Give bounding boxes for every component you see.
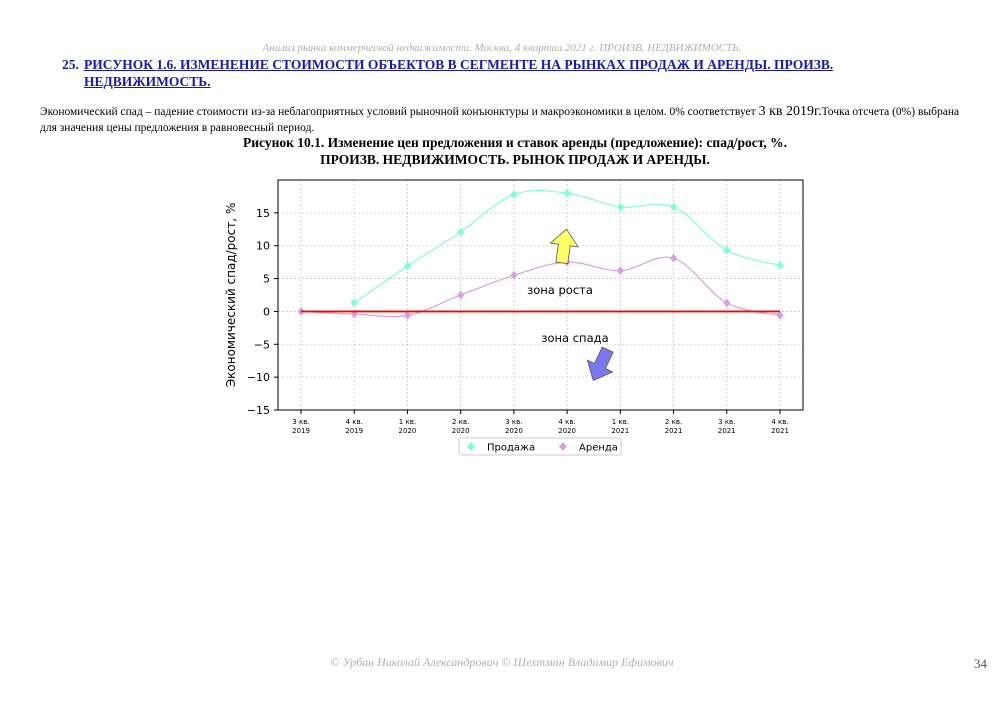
x-tick-label: 3 кв. 2020 — [505, 418, 523, 435]
x-tick-label: 4 кв. 2019 — [345, 418, 363, 435]
data-point-sales — [776, 260, 784, 270]
y-tick-label: −10 — [247, 371, 270, 384]
y-axis-label: Экономический спад/рост, % — [224, 203, 238, 387]
data-point-rent — [670, 253, 678, 263]
x-tick-label: 1 кв. 2020 — [399, 418, 417, 435]
section-heading: 25. РИСУНОК 1.6. ИЗМЕНЕНИЕ СТОИМОСТИ ОБЪ… — [62, 56, 922, 90]
decline-zone-label: зона спада — [541, 331, 608, 345]
data-point-rent — [457, 290, 465, 300]
y-tick-label: −5 — [254, 338, 270, 351]
data-point-sales — [670, 202, 678, 212]
page-number: 34 — [974, 656, 987, 671]
data-point-sales — [457, 227, 465, 237]
data-point-sales — [403, 261, 411, 271]
description-text-2: Точка отсчета (0%) выбрана для значения … — [40, 106, 960, 134]
series-line-rent — [300, 256, 781, 318]
running-header: Анализ рынка коммерческой недвижимости. … — [262, 42, 742, 54]
data-point-sales — [616, 202, 624, 212]
figure-title-line-2: ПРОИЗВ. НЕДВИЖИМОСТЬ. РЫНОК ПРОДАЖ И АРЕ… — [320, 152, 710, 167]
figure-title: Рисунок 10.1. Изменение цен предложения … — [0, 134, 1004, 168]
legend-box — [458, 437, 622, 456]
legend-marker-rent — [559, 442, 567, 451]
section-title-link[interactable]: РИСУНОК 1.6. ИЗМЕНЕНИЕ СТОИМОСТИ ОБЪЕКТО… — [84, 57, 834, 89]
legend: Продажа Аренда — [458, 437, 622, 456]
description-paragraph: Экономический спад – падение стоимости и… — [40, 104, 970, 136]
data-point-rent — [776, 310, 784, 320]
description-text-1: Экономический спад – падение стоимости и… — [40, 106, 759, 118]
data-point-rent — [723, 298, 731, 308]
x-tick-label: 2 кв. 2021 — [665, 418, 683, 435]
x-tick-label: 2 кв. 2020 — [452, 418, 470, 435]
legend-label-sales: Продажа — [487, 443, 535, 454]
line-chart: −15 −10 −5 0 5 10 15 3 кв. 2019 4 кв. 2019 1 кв. 202… — [224, 179, 804, 456]
y-tick-label: 0 — [263, 305, 270, 318]
x-tick-label: 1 кв. 2021 — [611, 418, 629, 435]
data-point-sales — [350, 298, 358, 308]
data-point-rent — [350, 309, 358, 319]
y-tick-label: 15 — [256, 207, 270, 220]
data-point-rent — [510, 270, 518, 280]
legend-marker-sales — [467, 442, 475, 451]
copyright-footer: © Урбан Николай Александрович © Шехтман … — [330, 655, 674, 669]
plot-frame — [277, 179, 804, 411]
growth-arrow-icon — [549, 228, 579, 265]
x-tick-label: 4 кв. 2021 — [771, 418, 789, 435]
description-reference-period: 3 кв 2019г. — [758, 104, 822, 119]
growth-zone-label: зона роста — [527, 283, 593, 297]
y-tick-label: −15 — [247, 404, 270, 417]
decline-arrow-icon — [586, 346, 614, 382]
section-number: 25. — [62, 57, 79, 72]
data-point-sales — [563, 188, 571, 198]
y-tick-label: 10 — [256, 240, 270, 253]
data-point-rent — [403, 310, 411, 320]
data-point-rent — [616, 266, 624, 276]
x-tick-label: 3 кв. 2019 — [292, 418, 310, 435]
x-tick-label: 4 кв. 2020 — [558, 418, 576, 435]
y-tick-label: 5 — [263, 273, 270, 286]
legend-label-rent: Аренда — [579, 443, 618, 454]
data-point-sales — [510, 189, 518, 199]
x-tick-label: 3 кв. 2021 — [718, 418, 736, 435]
figure-title-line-1: Рисунок 10.1. Изменение цен предложения … — [242, 135, 788, 150]
data-point-sales — [723, 245, 731, 255]
